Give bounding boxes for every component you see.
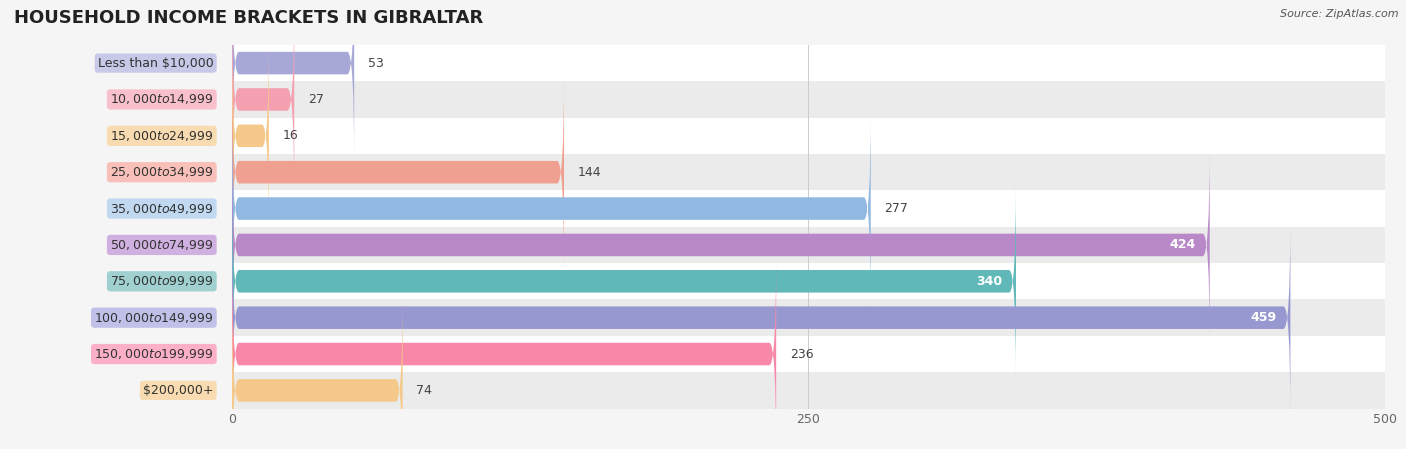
Bar: [232, 81, 1385, 118]
Text: $35,000 to $49,999: $35,000 to $49,999: [110, 202, 214, 216]
FancyBboxPatch shape: [232, 220, 1291, 415]
FancyBboxPatch shape: [232, 38, 269, 233]
Text: 277: 277: [884, 202, 908, 215]
Text: $25,000 to $34,999: $25,000 to $34,999: [110, 165, 214, 179]
Text: 424: 424: [1170, 238, 1197, 251]
Text: $50,000 to $74,999: $50,000 to $74,999: [110, 238, 214, 252]
Text: HOUSEHOLD INCOME BRACKETS IN GIBRALTAR: HOUSEHOLD INCOME BRACKETS IN GIBRALTAR: [14, 9, 484, 27]
FancyBboxPatch shape: [232, 111, 870, 306]
Bar: [232, 336, 1385, 372]
Text: $100,000 to $149,999: $100,000 to $149,999: [94, 311, 214, 325]
Text: Source: ZipAtlas.com: Source: ZipAtlas.com: [1281, 9, 1399, 19]
Text: 74: 74: [416, 384, 432, 397]
Bar: [232, 372, 1385, 409]
Text: $150,000 to $199,999: $150,000 to $199,999: [94, 347, 214, 361]
Text: 459: 459: [1250, 311, 1277, 324]
Text: 144: 144: [578, 166, 602, 179]
Text: $10,000 to $14,999: $10,000 to $14,999: [110, 92, 214, 106]
FancyBboxPatch shape: [232, 75, 564, 270]
Text: Less than $10,000: Less than $10,000: [98, 57, 214, 70]
FancyBboxPatch shape: [232, 0, 354, 161]
FancyBboxPatch shape: [232, 147, 1209, 343]
Bar: [232, 118, 1385, 154]
Bar: [232, 299, 1385, 336]
Bar: [232, 190, 1385, 227]
Text: $15,000 to $24,999: $15,000 to $24,999: [110, 129, 214, 143]
FancyBboxPatch shape: [232, 256, 776, 449]
Text: 16: 16: [283, 129, 298, 142]
FancyBboxPatch shape: [232, 184, 1017, 379]
Bar: [232, 263, 1385, 299]
FancyBboxPatch shape: [232, 293, 402, 449]
Text: $200,000+: $200,000+: [143, 384, 214, 397]
Bar: [232, 45, 1385, 81]
Text: 340: 340: [976, 275, 1002, 288]
Text: 53: 53: [368, 57, 384, 70]
Text: 27: 27: [308, 93, 323, 106]
FancyBboxPatch shape: [232, 2, 294, 197]
Bar: [232, 154, 1385, 190]
Text: $75,000 to $99,999: $75,000 to $99,999: [110, 274, 214, 288]
Bar: [232, 227, 1385, 263]
Text: 236: 236: [790, 348, 814, 361]
